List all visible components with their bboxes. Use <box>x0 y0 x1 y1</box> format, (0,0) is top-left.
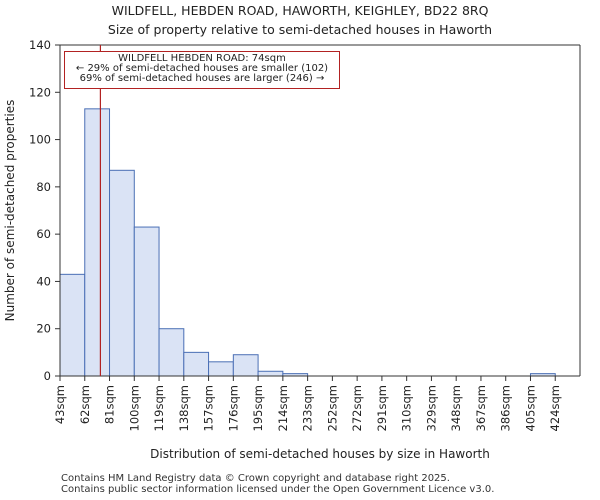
x-tick-label: 272sqm <box>350 385 364 431</box>
y-tick-label: 60 <box>36 227 51 241</box>
x-tick-label: 233sqm <box>301 385 315 431</box>
y-tick-label: 40 <box>36 274 51 288</box>
y-tick-label: 80 <box>36 180 51 194</box>
bar-81sqm <box>109 169 135 377</box>
x-tick-label: 62sqm <box>78 385 92 424</box>
chart-title: WILDFELL, HEBDEN ROAD, HAWORTH, KEIGHLEY… <box>111 3 489 18</box>
x-axis-label: Distribution of semi-detached houses by … <box>150 447 490 461</box>
x-tick-label: 100sqm <box>127 385 141 431</box>
y-tick-label: 120 <box>29 85 51 99</box>
annotation-line2: ← 29% of semi-detached houses are smalle… <box>75 63 329 74</box>
x-tick-label: 119sqm <box>152 385 166 431</box>
footer-line2: Contains public sector information licen… <box>61 484 495 495</box>
x-tick-label: 176sqm <box>226 385 240 431</box>
bar-62sqm <box>84 108 111 377</box>
annotation-line1: WILDFELL HEBDEN ROAD: 74sqm <box>118 53 286 64</box>
bar-157sqm <box>208 361 234 377</box>
x-tick-label: 138sqm <box>177 385 191 431</box>
x-tick-label: 386sqm <box>499 385 513 431</box>
chart-subtitle: Size of property relative to semi-detach… <box>107 22 493 37</box>
x-tick-label: 405sqm <box>523 385 537 431</box>
x-tick-label: 291sqm <box>375 385 389 431</box>
x-tick-label: 195sqm <box>251 385 265 431</box>
bar-138sqm <box>183 351 210 377</box>
bar-43sqm <box>59 273 86 377</box>
x-tick-label: 367sqm <box>474 385 488 431</box>
bar-195sqm <box>257 370 284 377</box>
annotation-line3: 69% of semi-detached houses are larger (… <box>79 73 325 84</box>
x-tick-label: 81sqm <box>103 385 117 424</box>
y-tick-label: 0 <box>44 369 51 383</box>
x-tick-label: 214sqm <box>276 385 290 431</box>
y-tick-label: 20 <box>36 322 51 336</box>
x-tick-label: 43sqm <box>53 385 67 424</box>
x-tick-label: 329sqm <box>424 385 438 431</box>
x-tick-label: 252sqm <box>325 385 339 431</box>
bar-176sqm <box>232 354 259 377</box>
bar-100sqm <box>133 226 160 377</box>
x-tick-label: 424sqm <box>548 385 562 431</box>
y-tick-label: 140 <box>29 38 51 52</box>
y-axis-label: Number of semi-detached properties <box>3 100 17 322</box>
property-annotation: WILDFELL HEBDEN ROAD: 74sqm ← 29% of sem… <box>64 51 340 89</box>
footer-line1: Contains HM Land Registry data © Crown c… <box>61 473 450 484</box>
x-tick-label: 310sqm <box>400 385 414 431</box>
x-tick-label: 348sqm <box>449 385 463 431</box>
bar-119sqm <box>158 328 185 377</box>
x-tick-label: 157sqm <box>202 385 216 431</box>
y-tick-label: 100 <box>29 133 51 147</box>
